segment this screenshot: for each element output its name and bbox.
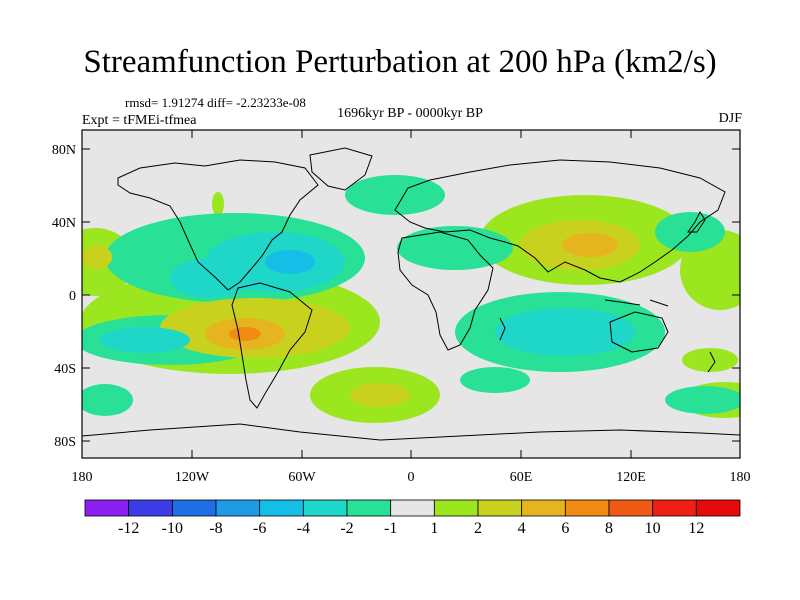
colorbar-label: 1 [430,520,438,537]
colorbar-label: -4 [297,520,310,537]
colorbar-label: -1 [384,520,397,537]
negative-anomaly-far-south-east [665,386,740,414]
colorbar-swatch [390,499,435,517]
north-america-outline [117,159,319,291]
longitude-ticks [81,130,741,458]
period-label: 1696kyr BP - 0000kyr BP [337,106,483,121]
colorbar-swatch [564,499,610,517]
colorbar-swatch [521,499,566,517]
lon-label-60e: 60E [510,470,533,485]
colorbar-label: -12 [118,520,139,537]
japan-outline [687,210,706,233]
lat-label-80n: 80N [52,143,76,158]
colorbar-swatch [433,499,479,517]
negative-anomaly-east [682,348,738,372]
latitude-ticks [82,148,740,442]
negative-level-tropics [100,327,190,353]
continent-outlines [82,147,740,441]
colorbar-swatch [302,499,348,517]
positive-anomaly-patch [212,192,224,216]
positive-level-south-atlantic [350,383,410,407]
colorbar-swatch [477,499,523,517]
antarctica-outline [82,423,740,441]
colorbar-swatch [346,499,392,517]
new-zealand-outline [707,351,716,373]
negative-anomaly-southern [460,367,530,393]
colorbar-label: 4 [518,520,526,537]
indonesia-outline [604,299,669,307]
lat-label-40s: 40S [54,362,76,377]
colorbar-label: -6 [253,520,266,537]
colorbar: -12 -10 -8 -6 -4 -2 -1 1 2 4 6 8 10 12 [84,499,741,537]
eurasia-outline [394,159,726,283]
lon-label-180w: 180 [72,470,93,485]
greenland-outline [309,147,373,191]
colorbar-label: 2 [474,520,482,537]
lat-label-0: 0 [69,289,76,304]
south-america-outline [231,282,313,409]
lat-label-40n: 40N [52,216,76,231]
positive-level-west-pacific [82,245,112,269]
colorbar-label: 8 [605,520,613,537]
streamfunction-anomaly-contours [82,175,740,423]
colorbar-swatch [215,499,261,517]
colorbar-swatch [84,499,130,517]
colorbar-label: -10 [162,520,183,537]
lon-label-60w: 60W [288,470,316,485]
negative-level-mexico [170,258,250,298]
colorbar-label: 6 [561,520,569,537]
colorbar-swatch [652,499,697,517]
chart-title: Streamfunction Perturbation at 200 hPa (… [83,44,717,80]
season-label: DJF [718,111,742,126]
lon-label-120w: 120W [175,470,210,485]
colorbar-label: -8 [209,520,222,537]
lon-label-180e: 180 [730,470,751,485]
stats-text: rmsd= 1.91274 diff= -2.23233e-08 [125,95,306,110]
negative-level-indian-ocean [495,308,635,356]
colorbar-label: 12 [688,520,704,537]
colorbar-label: 10 [645,520,661,537]
colorbar-swatch [695,499,741,517]
negative-anomaly-far-south-west [82,384,133,416]
colorbar-swatch [608,499,654,517]
experiment-label: Expt = tFMEi-tfmea [82,113,197,128]
colorbar-swatch [128,499,173,517]
madagascar-outline [499,317,506,341]
colorbar-label: -2 [340,520,353,537]
negative-anomaly-north-atlantic [345,175,445,215]
australia-outline [609,311,669,353]
positive-core-asia [562,233,618,257]
africa-outline [397,231,494,351]
lon-label-0: 0 [408,470,415,485]
negative-anomaly-atlantic [397,226,513,270]
colorbar-swatch [171,499,217,517]
colorbar-swatch [259,499,304,517]
lat-label-80s: 80S [54,435,76,450]
negative-core-north-america [265,250,315,274]
lon-label-120e: 120E [616,470,646,485]
positive-max-south-america [229,327,261,341]
